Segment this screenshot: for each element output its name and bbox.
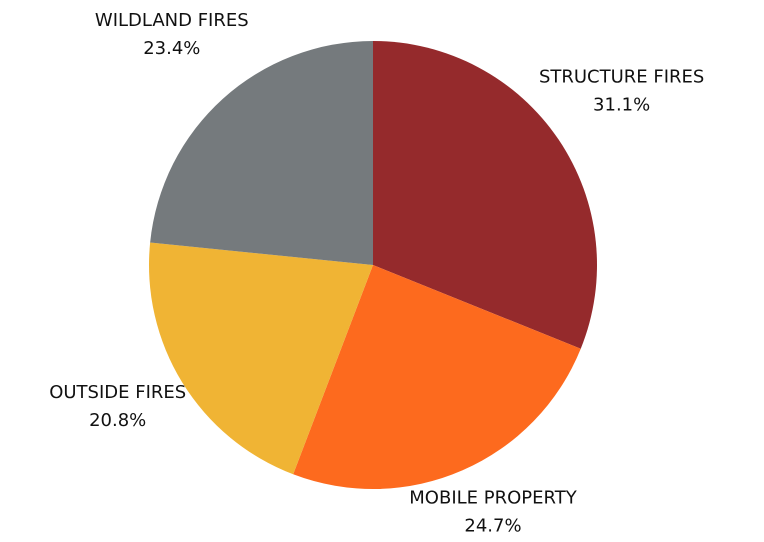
slice-label: WILDLAND FIRES [95,10,249,31]
pie-slice [293,265,581,490]
slice-label: OUTSIDE FIRES [49,382,186,403]
pie-slice [150,41,373,265]
slice-label: MOBILE PROPERTY [409,487,577,508]
pie-slice [148,242,373,475]
pie-slice [373,41,598,349]
slice-value: 24.7% [464,515,521,536]
slice-value: 23.4% [143,38,200,59]
slice-value: 31.1% [593,95,650,116]
slice-value: 20.8% [89,410,146,431]
slice-label: STRUCTURE FIRES [539,67,704,88]
